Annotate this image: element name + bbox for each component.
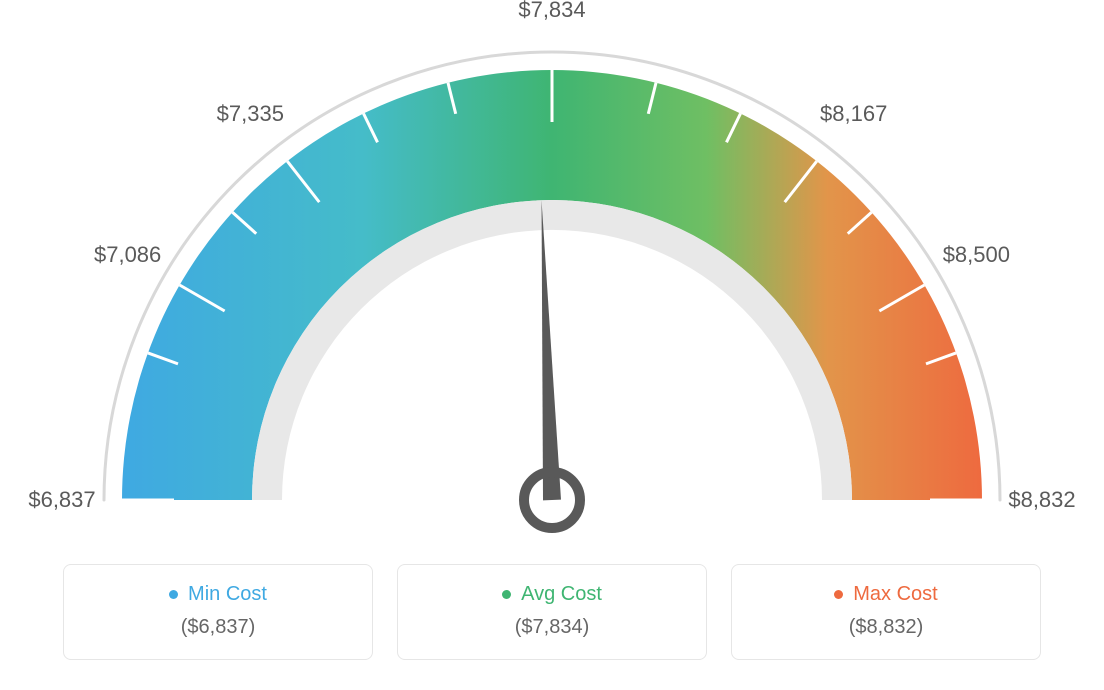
legend-avg-title: Avg Cost [502, 583, 602, 606]
gauge-tick-label: $6,837 [28, 487, 95, 513]
gauge-tick-label: $8,832 [1008, 487, 1075, 513]
gauge-tick-label: $8,167 [820, 101, 887, 127]
gauge-tick-label: $7,335 [217, 101, 284, 127]
gauge-tick-label: $7,834 [518, 0, 585, 23]
legend-min: Min Cost ($6,837) [63, 564, 373, 660]
dot-icon [502, 590, 511, 599]
legend: Min Cost ($6,837) Avg Cost ($7,834) Max … [63, 564, 1041, 660]
gauge-svg [52, 20, 1052, 560]
legend-avg: Avg Cost ($7,834) [397, 564, 707, 660]
cost-gauge: $6,837$7,086$7,335$7,834$8,167$8,500$8,8… [52, 20, 1052, 540]
legend-max: Max Cost ($8,832) [731, 564, 1041, 660]
legend-avg-label: Avg Cost [521, 583, 602, 606]
legend-avg-value: ($7,834) [398, 616, 706, 639]
legend-max-title: Max Cost [834, 583, 937, 606]
legend-min-label: Min Cost [188, 583, 267, 606]
dot-icon [834, 590, 843, 599]
gauge-tick-label: $7,086 [94, 242, 161, 268]
legend-max-value: ($8,832) [732, 616, 1040, 639]
legend-min-value: ($6,837) [64, 616, 372, 639]
legend-max-label: Max Cost [853, 583, 937, 606]
gauge-tick-label: $8,500 [943, 242, 1010, 268]
dot-icon [169, 590, 178, 599]
legend-min-title: Min Cost [169, 583, 267, 606]
